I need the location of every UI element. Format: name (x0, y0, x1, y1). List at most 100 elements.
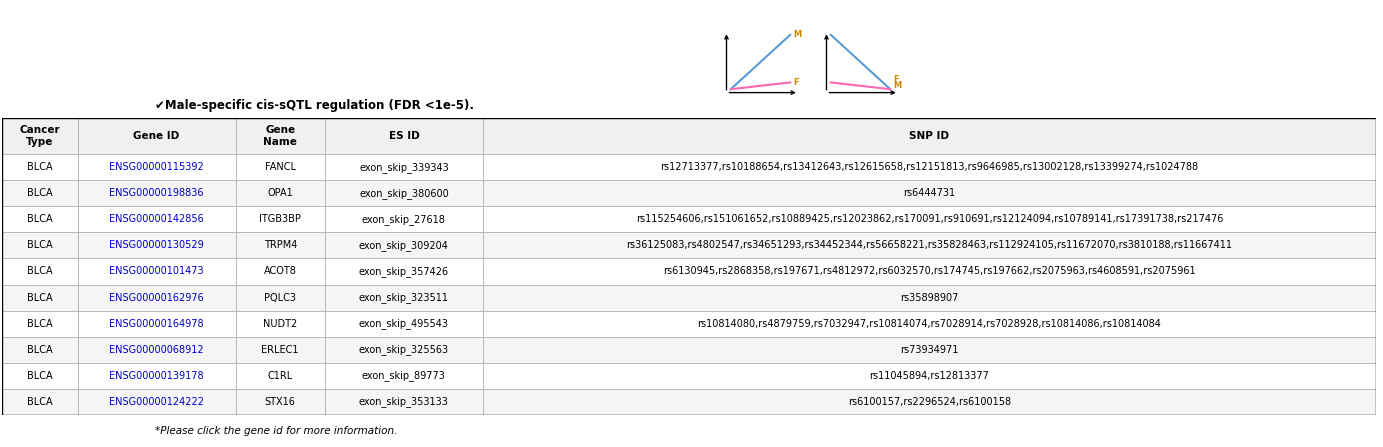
Bar (77, 284, 235, 311)
Text: BLCA: BLCA (28, 240, 53, 250)
Bar (77, 180, 235, 206)
Bar (77, 118, 235, 154)
Bar (483, 284, 1376, 311)
Bar (77, 232, 235, 258)
Text: SNP ID: SNP ID (910, 131, 950, 141)
Bar (325, 118, 483, 154)
Text: exon_skip_495543: exon_skip_495543 (360, 318, 449, 329)
Bar (483, 232, 1376, 258)
Bar (325, 232, 483, 258)
Bar (1, 311, 77, 337)
Bar (235, 206, 325, 232)
Text: rs10814080,rs4879759,rs7032947,rs10814074,rs7028914,rs7028928,rs10814086,rs10814: rs10814080,rs4879759,rs7032947,rs1081407… (697, 319, 1162, 329)
Text: ENSG00000164978: ENSG00000164978 (109, 319, 203, 329)
Bar (483, 389, 1376, 415)
Bar (1, 232, 77, 258)
Bar (325, 337, 483, 363)
Text: BLCA: BLCA (28, 188, 53, 198)
Text: exon_skip_309204: exon_skip_309204 (360, 240, 449, 251)
Text: rs35898907: rs35898907 (900, 292, 958, 303)
Bar (235, 118, 325, 154)
Text: BLCA: BLCA (28, 162, 53, 172)
Bar (235, 180, 325, 206)
Bar (483, 258, 1376, 284)
Bar (235, 389, 325, 415)
Text: STX16: STX16 (264, 397, 296, 407)
Bar (325, 389, 483, 415)
Bar (235, 232, 325, 258)
Bar (1, 118, 77, 154)
Bar (77, 389, 235, 415)
Text: C1RL: C1RL (267, 371, 293, 381)
Text: ENSG00000130529: ENSG00000130529 (109, 240, 203, 250)
Text: BLCA: BLCA (28, 292, 53, 303)
Bar (77, 206, 235, 232)
Bar (77, 258, 235, 284)
Text: ENSG00000198836: ENSG00000198836 (109, 188, 203, 198)
Bar (1, 258, 77, 284)
Text: BLCA: BLCA (28, 345, 53, 355)
Bar (325, 206, 483, 232)
Text: ACOT8: ACOT8 (264, 266, 297, 276)
Bar (235, 363, 325, 389)
Text: exon_skip_339343: exon_skip_339343 (360, 162, 448, 173)
Bar (1, 284, 77, 311)
Text: rs6100157,rs2296524,rs6100158: rs6100157,rs2296524,rs6100158 (848, 397, 1011, 407)
Text: exon_skip_325563: exon_skip_325563 (358, 344, 449, 355)
Bar (235, 337, 325, 363)
Bar (325, 258, 483, 284)
Text: rs6444731: rs6444731 (903, 188, 956, 198)
Text: M: M (792, 30, 801, 39)
Text: NUDT2: NUDT2 (263, 319, 297, 329)
Text: FANCL: FANCL (264, 162, 296, 172)
Text: BLCA: BLCA (28, 371, 53, 381)
Bar (235, 311, 325, 337)
Text: BLCA: BLCA (28, 214, 53, 224)
Bar (1, 337, 77, 363)
Text: ENSG00000115392: ENSG00000115392 (109, 162, 203, 172)
Bar (1, 154, 77, 180)
Text: rs73934971: rs73934971 (900, 345, 958, 355)
Bar (77, 311, 235, 337)
Text: PQLC3: PQLC3 (264, 292, 296, 303)
Bar (325, 180, 483, 206)
Bar (77, 337, 235, 363)
Bar (483, 363, 1376, 389)
Bar (325, 284, 483, 311)
Text: Gene
Name: Gene Name (263, 125, 297, 147)
Bar (325, 154, 483, 180)
Bar (1, 180, 77, 206)
Text: F: F (893, 75, 899, 84)
Text: ENSG00000139178: ENSG00000139178 (109, 371, 203, 381)
Bar (1, 206, 77, 232)
Bar (77, 154, 235, 180)
Text: exon_skip_89773: exon_skip_89773 (362, 371, 445, 381)
Text: rs36125083,rs4802547,rs34651293,rs34452344,rs56658221,rs35828463,rs112924105,rs1: rs36125083,rs4802547,rs34651293,rs344523… (626, 240, 1232, 250)
Text: ITGB3BP: ITGB3BP (259, 214, 301, 224)
Bar (1, 389, 77, 415)
Text: ES ID: ES ID (389, 131, 419, 141)
Text: OPA1: OPA1 (267, 188, 293, 198)
Bar (325, 363, 483, 389)
Text: exon_skip_357426: exon_skip_357426 (358, 266, 449, 277)
Text: exon_skip_27618: exon_skip_27618 (362, 214, 445, 225)
Bar (483, 118, 1376, 154)
Text: ENSG00000068912: ENSG00000068912 (109, 345, 203, 355)
Text: ERLEC1: ERLEC1 (261, 345, 299, 355)
Bar (483, 311, 1376, 337)
Text: Gene ID: Gene ID (133, 131, 180, 141)
Text: F: F (792, 78, 798, 87)
Text: exon_skip_323511: exon_skip_323511 (360, 292, 449, 303)
Text: rs11045894,rs12813377: rs11045894,rs12813377 (870, 371, 989, 381)
Text: BLCA: BLCA (28, 397, 53, 407)
Text: BLCA: BLCA (28, 319, 53, 329)
Text: *Please click the gene id for more information.: *Please click the gene id for more infor… (155, 426, 397, 435)
Bar (77, 363, 235, 389)
Bar (483, 337, 1376, 363)
Text: M: M (893, 81, 902, 90)
Text: TRPM4: TRPM4 (264, 240, 297, 250)
Text: ENSG00000124222: ENSG00000124222 (109, 397, 205, 407)
Text: ENSG00000142856: ENSG00000142856 (109, 214, 203, 224)
Text: sQTL regulation in BLCA: sQTL regulation in BLCA (440, 7, 640, 21)
Text: ENSG00000101473: ENSG00000101473 (109, 266, 203, 276)
